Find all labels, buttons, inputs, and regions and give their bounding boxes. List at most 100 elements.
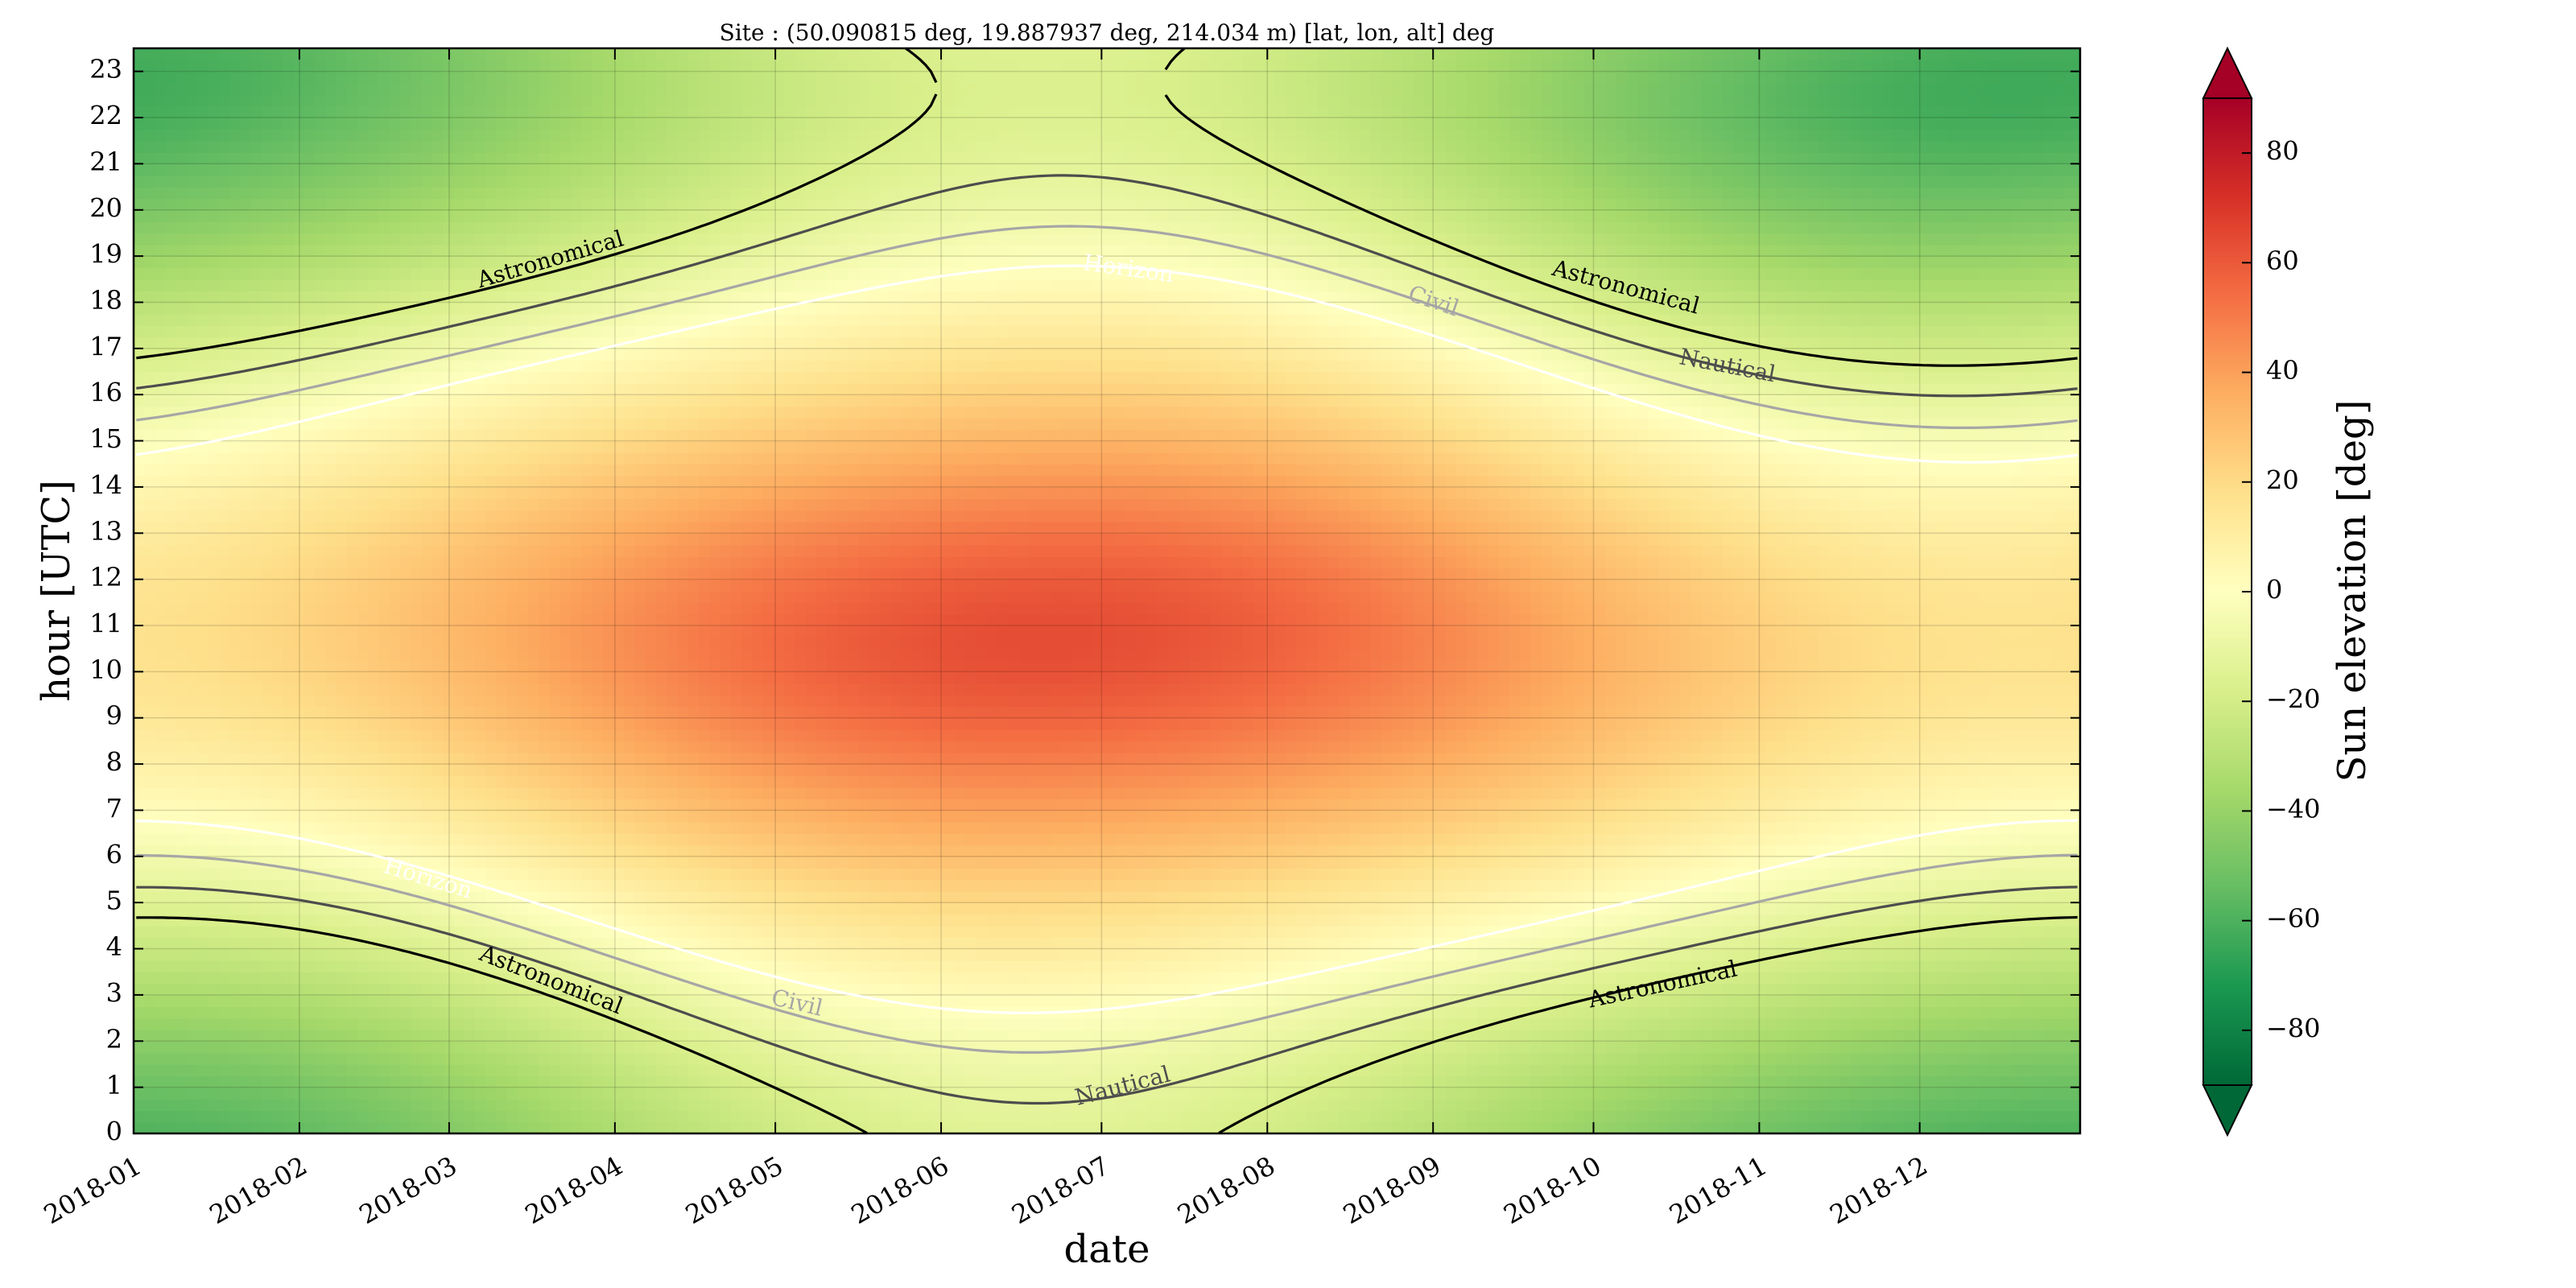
heatmap-cell xyxy=(678,995,689,1007)
heatmap-cell xyxy=(176,810,188,822)
heatmap-cell xyxy=(464,60,476,72)
heatmap-cell xyxy=(379,995,390,1007)
heatmap-cell xyxy=(198,522,209,534)
heatmap-cell xyxy=(176,187,188,199)
heatmap-cell xyxy=(688,163,700,175)
heatmap-cell xyxy=(176,452,188,464)
heatmap-cell xyxy=(678,1030,689,1042)
heatmap-cell xyxy=(368,325,379,337)
heatmap-cell xyxy=(475,706,486,718)
heatmap-cell xyxy=(432,649,444,661)
heatmap-cell xyxy=(432,198,444,210)
heatmap-cell xyxy=(315,198,326,210)
heatmap-cell xyxy=(688,372,700,384)
heatmap-cell xyxy=(187,221,198,233)
heatmap-cell xyxy=(272,937,283,949)
heatmap-cell xyxy=(581,614,592,626)
heatmap-cell xyxy=(325,891,336,903)
heatmap-cell xyxy=(656,718,667,730)
heatmap-cell xyxy=(699,1030,710,1042)
heatmap-cell xyxy=(219,984,230,996)
heatmap-cell xyxy=(262,83,273,95)
heatmap-cell xyxy=(166,787,177,799)
heatmap-cell xyxy=(656,741,667,753)
heatmap-cell xyxy=(592,799,604,811)
heatmap-cell xyxy=(656,568,667,580)
heatmap-cell xyxy=(528,1030,539,1042)
heatmap-cell xyxy=(336,533,348,545)
heatmap-cell xyxy=(155,372,167,384)
heatmap-cell xyxy=(368,660,379,672)
heatmap-cell xyxy=(357,245,369,257)
heatmap-cell xyxy=(678,1099,689,1111)
heatmap-cell xyxy=(304,810,316,822)
heatmap-cell xyxy=(208,556,220,568)
heatmap-cell xyxy=(422,407,433,419)
heatmap-cell xyxy=(240,1075,251,1088)
heatmap-cell xyxy=(262,141,273,153)
heatmap-cell xyxy=(144,949,155,961)
heatmap-cell xyxy=(678,279,689,291)
heatmap-cell xyxy=(166,198,177,210)
heatmap-cell xyxy=(518,764,529,776)
heatmap-cell xyxy=(571,649,582,661)
heatmap-cell xyxy=(507,94,518,106)
heatmap-cell xyxy=(453,591,464,603)
heatmap-cell xyxy=(304,302,316,314)
heatmap-cell xyxy=(678,360,689,372)
heatmap-cell xyxy=(453,660,464,672)
heatmap-cell xyxy=(347,718,358,730)
heatmap-cell xyxy=(485,325,497,337)
heatmap-cell xyxy=(539,718,550,730)
heatmap-cell xyxy=(496,868,507,880)
heatmap-cell xyxy=(357,175,369,188)
heatmap-cell xyxy=(518,1075,529,1088)
heatmap-cell xyxy=(219,810,230,822)
heatmap-cell xyxy=(176,429,188,441)
heatmap-cell xyxy=(550,1018,561,1030)
heatmap-cell xyxy=(528,1122,539,1134)
heatmap-cell xyxy=(229,383,241,395)
heatmap-cell xyxy=(272,94,283,106)
heatmap-cell xyxy=(379,83,390,95)
heatmap-cell xyxy=(229,844,241,857)
heatmap-cell xyxy=(411,118,422,130)
heatmap-cell xyxy=(166,141,177,153)
heatmap-cell xyxy=(251,1122,262,1134)
heatmap-cell xyxy=(485,695,497,707)
heatmap-cell xyxy=(571,844,582,857)
heatmap-cell xyxy=(667,210,678,222)
heatmap-cell xyxy=(240,325,251,337)
heatmap-cell xyxy=(229,602,241,614)
heatmap-cell xyxy=(315,637,326,649)
heatmap-cell xyxy=(464,718,476,730)
heatmap-cell xyxy=(272,210,283,222)
heatmap-cell xyxy=(198,314,209,326)
heatmap-cell xyxy=(624,649,635,661)
heatmap-cell xyxy=(390,533,401,545)
heatmap-cell xyxy=(560,753,572,765)
heatmap-cell xyxy=(667,1099,678,1111)
heatmap-cell xyxy=(219,452,230,464)
heatmap-cell xyxy=(432,464,444,476)
heatmap-cell xyxy=(176,487,188,499)
heatmap-cell xyxy=(432,729,444,741)
heatmap-cell xyxy=(229,152,241,164)
heatmap-cell xyxy=(283,221,294,233)
heatmap-cell xyxy=(528,914,539,927)
heatmap-cell xyxy=(251,810,262,822)
heatmap-cell xyxy=(485,106,497,118)
heatmap-cell xyxy=(560,660,572,672)
heatmap-cell xyxy=(571,337,582,349)
heatmap-cell xyxy=(571,210,582,222)
heatmap-cell xyxy=(464,625,476,638)
heatmap-cell xyxy=(592,695,604,707)
heatmap-cell xyxy=(581,72,592,84)
heatmap-cell xyxy=(667,429,678,441)
heatmap-cell xyxy=(688,48,700,60)
heatmap-cell xyxy=(240,152,251,164)
heatmap-cell xyxy=(688,602,700,614)
heatmap-cell xyxy=(422,683,433,696)
heatmap-cell xyxy=(539,94,550,106)
heatmap-cell xyxy=(560,72,572,84)
